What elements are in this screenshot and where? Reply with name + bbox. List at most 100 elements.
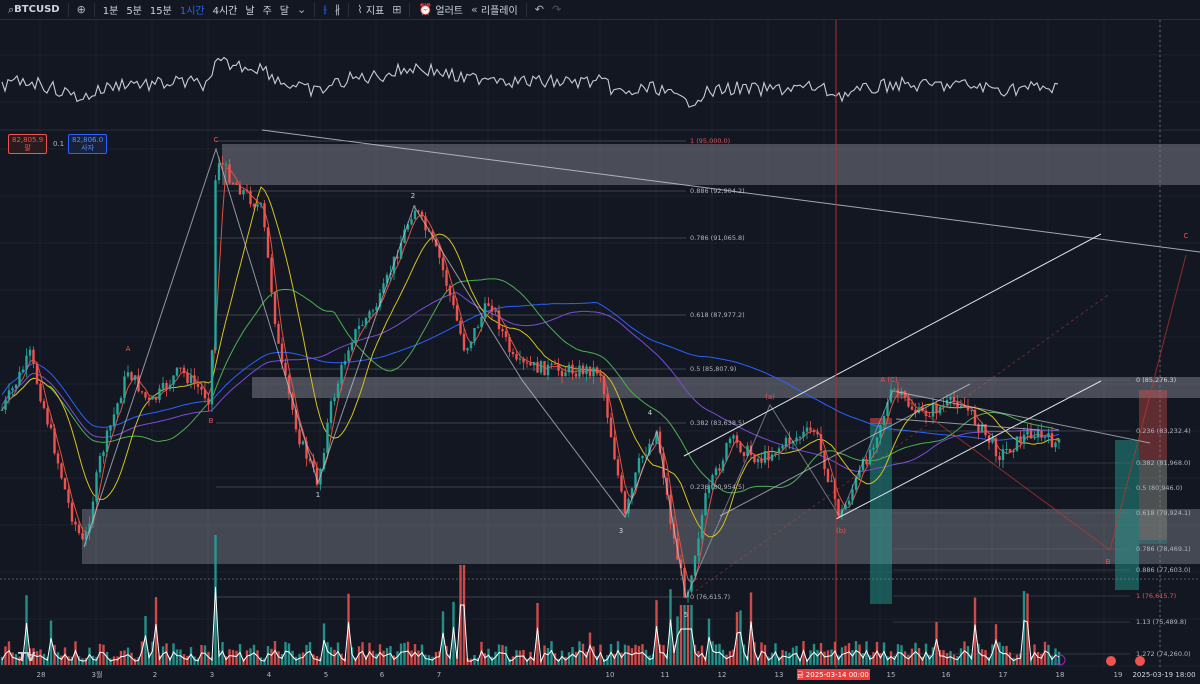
volume-bar xyxy=(424,654,427,665)
layout-button[interactable]: ⊞ xyxy=(388,0,405,20)
buy-price-box[interactable]: 82,806.0 사자 xyxy=(68,134,108,154)
volume-bar xyxy=(102,644,105,665)
chart-type-button[interactable]: ⫲ xyxy=(319,0,331,20)
volume-bar xyxy=(1054,648,1057,665)
volume-bar xyxy=(679,605,683,665)
candle-body xyxy=(410,219,413,225)
candle-body xyxy=(242,189,245,195)
alert-button[interactable]: ⏰ 얼러트 xyxy=(414,0,467,20)
candle-body xyxy=(347,350,350,362)
volume-bar xyxy=(630,648,634,665)
candle-body xyxy=(872,447,875,450)
candle-body xyxy=(767,451,770,461)
candle-body xyxy=(718,468,721,471)
volume-bar xyxy=(438,651,441,665)
sell-price-box[interactable]: 82,805.9 팔 xyxy=(8,134,48,154)
volume-bar xyxy=(39,649,42,665)
volume-bar xyxy=(914,642,917,665)
sell-price: 82,805.9 xyxy=(12,136,44,144)
candle-body xyxy=(326,422,329,453)
undo-button[interactable]: ↶ xyxy=(531,0,548,20)
volume-bar xyxy=(270,648,273,665)
volume-bar xyxy=(81,658,84,665)
candle-body xyxy=(1054,442,1057,448)
interval-dropdown[interactable]: ⌄ xyxy=(293,0,310,20)
interval-15m[interactable]: 15분 xyxy=(149,6,172,17)
volume-bar xyxy=(340,653,343,665)
volume-bar xyxy=(529,651,532,665)
add-symbol-button[interactable]: ⊕ xyxy=(73,0,90,20)
candle-body xyxy=(756,458,760,463)
candle-body xyxy=(942,405,945,407)
wave-label-c: C xyxy=(214,136,219,144)
fib-level-label: 0.382 (83,638.5) xyxy=(690,419,745,427)
candle-body xyxy=(140,391,144,393)
chart-type-alt-button[interactable]: ∦ xyxy=(331,0,345,20)
candle-body xyxy=(4,399,7,410)
volume-bar xyxy=(714,644,718,665)
volume-bar xyxy=(326,642,329,665)
redo-button[interactable]: ↷ xyxy=(548,0,565,20)
interval-week[interactable]: 주 xyxy=(262,6,272,17)
interval-month[interactable]: 달 xyxy=(279,6,289,17)
volume-bar xyxy=(854,641,858,665)
volume-bar xyxy=(406,641,410,665)
interval-4h[interactable]: 4시간 xyxy=(212,6,238,17)
candle-body xyxy=(308,458,312,461)
volume-bar xyxy=(581,643,585,665)
symbol-search[interactable]: ⌕ BTCUSD xyxy=(4,0,64,20)
candle-body xyxy=(102,452,105,457)
candle-body xyxy=(721,460,725,471)
candle-body xyxy=(357,325,361,330)
volume-bar xyxy=(259,657,263,665)
volume-bar xyxy=(1033,644,1036,665)
candle-body xyxy=(819,434,823,451)
candle-body xyxy=(550,363,553,365)
candle-body xyxy=(119,398,123,404)
candle-body xyxy=(851,489,854,501)
candle-body xyxy=(868,449,872,465)
interval-day[interactable]: 날 xyxy=(245,6,255,17)
time-axis[interactable]: 28 3월 2 3 4 5 6 7 10 11 12 13 15 16 17 18 19 금 2025-03-1… xyxy=(0,668,1200,681)
time-axis-tick: 28 xyxy=(37,671,46,679)
indicators-button[interactable]: ⌇ 지표 xyxy=(353,0,388,20)
candle-body xyxy=(858,470,861,478)
volume-bar xyxy=(382,650,385,665)
candle-body xyxy=(732,435,735,439)
candle-body xyxy=(522,358,525,363)
candle-body xyxy=(35,363,39,384)
candle-body xyxy=(291,393,294,410)
undo-icon: ↶ xyxy=(534,3,544,16)
alarm-clock-icon: ⏰ xyxy=(418,3,433,16)
volume-bar xyxy=(60,655,63,665)
volume-bar xyxy=(4,646,7,665)
price-chart[interactable]: C A B 1 2 3 4 5 (a) (b) A (C) B C 1 (95,… xyxy=(0,20,1200,681)
candle-body xyxy=(144,392,147,398)
candle-body xyxy=(679,559,683,569)
candle-body xyxy=(532,361,536,366)
interval-5m[interactable]: 5분 xyxy=(126,6,142,17)
candle-body xyxy=(322,452,326,469)
interval-1h[interactable]: 1시간 xyxy=(179,6,205,17)
volume-bar xyxy=(980,649,984,665)
volume-bar xyxy=(672,645,676,665)
volume-bar xyxy=(942,650,945,665)
volume-bar xyxy=(683,605,686,665)
interval-1m[interactable]: 1분 xyxy=(102,6,119,17)
candle-body xyxy=(970,409,973,411)
replay-button[interactable]: « 리플레이 xyxy=(467,0,522,20)
indicators-label: 지표 xyxy=(365,6,385,17)
candle-body xyxy=(886,402,889,416)
candle-body xyxy=(749,445,753,456)
candle-body xyxy=(595,367,599,374)
candle-body xyxy=(228,164,231,183)
chart-area[interactable]: C A B 1 2 3 4 5 (a) (b) A (C) B C 1 (95,… xyxy=(0,20,1200,681)
volume-bar xyxy=(1050,655,1054,665)
candle-body xyxy=(256,204,259,207)
candle-body xyxy=(994,438,998,457)
candle-body xyxy=(690,575,693,592)
volume-bar xyxy=(900,645,903,665)
toolbar-divider xyxy=(314,2,316,17)
candle-body xyxy=(413,210,417,220)
volume-bar xyxy=(301,652,305,665)
